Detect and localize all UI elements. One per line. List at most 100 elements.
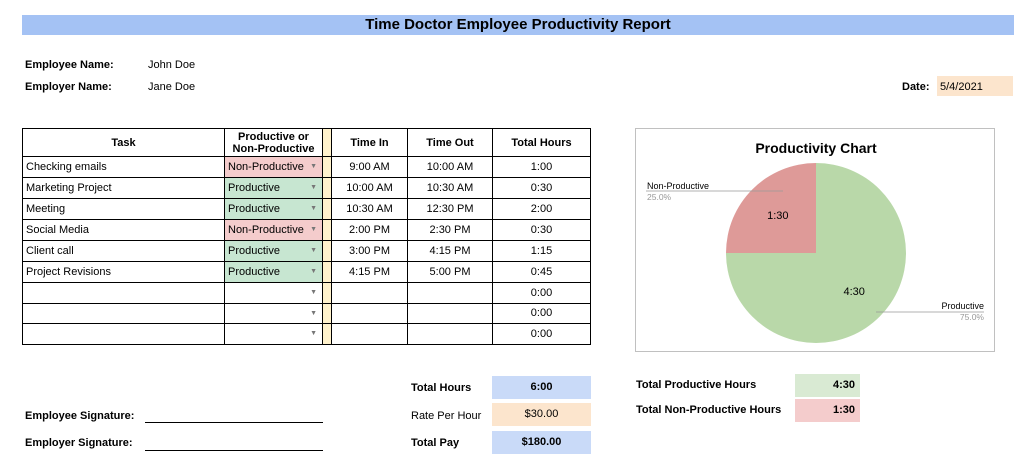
header-time-out: Time Out [407,128,493,157]
total-hours-cell: 0:45 [492,261,591,283]
time-in-cell[interactable] [331,282,408,304]
rate-label: Rate Per Hour [411,410,482,422]
status-dropdown[interactable]: Productive ▼ [224,261,323,283]
task-table: Task Productive or Non-Productive Time I… [22,128,591,345]
total-hours-label: Total Hours [411,382,472,394]
total-hours-cell: 1:00 [492,156,591,178]
task-cell[interactable] [22,323,225,345]
dropdown-caret-icon: ▼ [310,289,317,296]
nonproductive-legend-percent: 25.0% [647,192,672,202]
column-divider [322,240,332,262]
status-value: Productive [228,245,280,257]
header-time-in: Time In [331,128,408,157]
date-label: Date: [902,81,930,93]
dropdown-caret-icon: ▼ [310,309,317,317]
table-row: ▼ 0:00 [22,323,591,345]
status-dropdown[interactable]: ▼ [224,323,323,345]
nonproductive-hours-value: 1:30 [795,399,860,422]
pie-slice-non-productive [726,163,816,253]
employer-signature-line[interactable] [145,450,323,451]
status-value: Non-Productive [228,161,304,173]
task-cell[interactable]: Client call [22,240,225,262]
status-dropdown[interactable]: Non-Productive ▼ [224,219,323,241]
table-row: Meeting Productive ▼ 10:30 AM 12:30 PM 2:00 [22,198,591,220]
pie-label-non-productive: 1:30 [767,210,788,222]
status-dropdown[interactable]: ▼ [224,282,323,304]
productive-hours-value: 4:30 [795,374,860,397]
total-pay-value: $180.00 [492,431,591,454]
time-in-cell[interactable]: 4:15 PM [331,261,408,283]
total-hours-cell: 0:00 [492,282,591,304]
total-hours-cell: 2:00 [492,198,591,220]
task-cell[interactable]: Checking emails [22,156,225,178]
time-out-cell[interactable] [407,302,493,324]
dropdown-caret-icon: ▼ [310,330,317,337]
task-cell[interactable]: Meeting [22,198,225,220]
time-in-cell[interactable]: 10:30 AM [331,198,408,220]
time-out-cell[interactable] [407,282,493,304]
report-title: Time Doctor Employee Productivity Report [22,15,1014,35]
status-dropdown[interactable]: Non-Productive ▼ [224,156,323,178]
time-in-cell[interactable]: 9:00 AM [331,156,408,178]
task-cell[interactable]: Marketing Project [22,177,225,199]
column-divider [322,302,332,324]
column-divider [322,261,332,283]
dropdown-caret-icon: ▼ [310,226,317,233]
employee-name-value[interactable]: John Doe [148,59,196,71]
employee-signature-label: Employee Signature: [25,410,135,422]
total-pay-label: Total Pay [411,437,460,449]
time-out-cell[interactable]: 2:30 PM [407,219,493,241]
time-out-cell[interactable]: 10:30 AM [407,177,493,199]
header-task: Task [22,128,225,157]
productive-legend-name: Productive [941,301,984,311]
time-out-cell[interactable]: 5:00 PM [407,261,493,283]
table-row: Marketing Project Productive ▼ 10:00 AM 10:3… [22,177,591,199]
dropdown-caret-icon: ▼ [310,268,317,275]
total-hours-cell: 0:30 [492,219,591,241]
time-in-cell[interactable]: 3:00 PM [331,240,408,262]
task-cell[interactable] [22,302,225,324]
status-dropdown[interactable]: Productive ▼ [224,177,323,199]
status-value: Productive [228,182,280,194]
time-in-cell[interactable] [331,323,408,345]
header-total-hours: Total Hours [492,128,591,157]
task-cell[interactable] [22,282,225,304]
employer-name-label: Employer Name: [25,81,112,93]
status-dropdown[interactable]: Productive ▼ [224,240,323,262]
employer-signature-label: Employer Signature: [25,437,133,449]
task-cell[interactable]: Social Media [22,219,225,241]
chart-title: Productivity Chart [755,140,877,156]
total-hours-value: 6:00 [492,376,591,399]
column-divider [322,219,332,241]
column-divider [322,156,332,178]
column-divider [322,282,332,304]
status-dropdown[interactable]: Productive ▼ [224,198,323,220]
status-dropdown[interactable]: ▼ [224,302,323,324]
column-divider [322,128,332,157]
productive-hours-label: Total Productive Hours [636,379,757,391]
time-in-cell[interactable]: 2:00 PM [331,219,408,241]
table-row: Project Revisions Productive ▼ 4:15 PM 5:00 … [22,261,591,283]
table-row: ▼ 0:00 [22,302,591,324]
dropdown-caret-icon: ▼ [310,184,317,191]
dropdown-caret-icon: ▼ [310,163,317,170]
total-hours-cell: 0:30 [492,177,591,199]
column-divider [322,198,332,220]
employer-name-value[interactable]: Jane Doe [148,81,196,93]
rate-value[interactable]: $30.00 [492,403,591,426]
time-in-cell[interactable] [331,302,408,324]
dropdown-caret-icon: ▼ [310,205,317,212]
table-row: Client call Productive ▼ 3:00 PM 4:15 PM 1:15 [22,240,591,262]
date-value[interactable]: 5/4/2021 [937,76,1013,96]
time-out-cell[interactable]: 4:15 PM [407,240,493,262]
pie-label-productive: 4:30 [843,286,864,298]
employee-name-label: Employee Name: [25,59,114,71]
time-out-cell[interactable]: 12:30 PM [407,198,493,220]
time-out-cell[interactable]: 10:00 AM [407,156,493,178]
task-cell[interactable]: Project Revisions [22,261,225,283]
time-out-cell[interactable] [407,323,493,345]
productive-legend-percent: 75.0% [960,312,985,322]
employee-signature-line[interactable] [145,422,323,423]
column-divider [322,323,332,345]
time-in-cell[interactable]: 10:00 AM [331,177,408,199]
